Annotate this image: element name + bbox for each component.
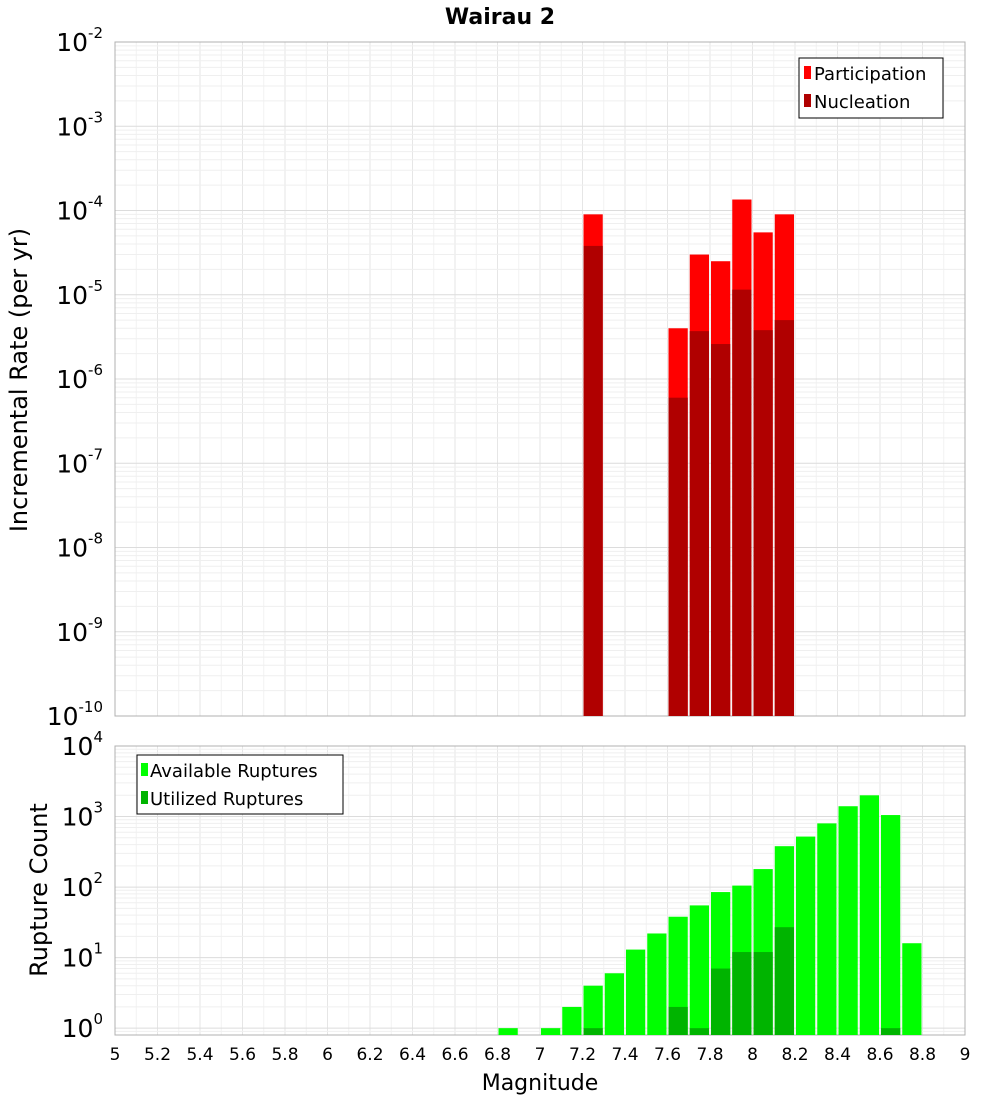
top-bar-s1 bbox=[774, 320, 794, 716]
x-tick-label: 8.2 bbox=[781, 1045, 808, 1065]
bottom-bar-s1 bbox=[583, 1028, 603, 1035]
x-tick-label: 6.2 bbox=[356, 1045, 383, 1065]
bottom-bar-s0 bbox=[562, 1006, 582, 1035]
top-y-axis-label: Incremental Rate (per yr) bbox=[5, 228, 33, 532]
x-tick-label: 7.2 bbox=[569, 1045, 596, 1065]
bottom-y-axis-label: Rupture Count bbox=[25, 803, 53, 977]
chart-title: Wairau 2 bbox=[445, 5, 555, 30]
top-bar-s1 bbox=[711, 344, 731, 716]
top-y-tick-label: 10-7 bbox=[56, 445, 103, 478]
x-tick-label: 8.8 bbox=[909, 1045, 936, 1065]
x-tick-label: 7.6 bbox=[654, 1045, 681, 1065]
x-tick-label: 5.2 bbox=[144, 1045, 171, 1065]
top-y-tick-label: 10-9 bbox=[56, 614, 103, 647]
legend-label-utilized: Utilized Ruptures bbox=[150, 789, 303, 810]
bottom-bar-s0 bbox=[881, 815, 901, 1035]
x-tick-label: 6.6 bbox=[441, 1045, 468, 1065]
x-tick-label: 7.8 bbox=[696, 1045, 723, 1065]
bottom-bar-s1 bbox=[732, 952, 752, 1035]
x-tick-labels: 5 5.2 5.4 5.6 5.8 6 6.2 6.4 6.6 6.8 7 7.2 7.4 7.6 7.8 8… bbox=[110, 1045, 971, 1065]
legend-swatch-available bbox=[141, 763, 148, 776]
bottom-bar-s1 bbox=[711, 968, 731, 1035]
x-tick-label: 6.8 bbox=[484, 1045, 511, 1065]
x-tick-label: 8.4 bbox=[824, 1045, 851, 1065]
bottom-y-tick-label: 103 bbox=[62, 799, 103, 832]
x-tick-label: 8.6 bbox=[866, 1045, 893, 1065]
top-legend-box bbox=[798, 57, 944, 119]
bottom-bar-s0 bbox=[689, 905, 709, 1035]
bottom-bar-s0 bbox=[668, 916, 688, 1035]
bottom-bar-s1 bbox=[668, 1006, 688, 1035]
bottom-y-tick-label: 100 bbox=[62, 1010, 103, 1043]
bottom-bar-s0 bbox=[838, 806, 858, 1035]
bottom-bar-s0 bbox=[498, 1028, 518, 1035]
bottom-y-tick-label: 102 bbox=[62, 869, 103, 902]
top-y-tick-label: 10-3 bbox=[56, 108, 103, 141]
x-tick-label: 9 bbox=[960, 1045, 971, 1065]
bottom-y-tick-label: 104 bbox=[62, 728, 103, 761]
bottom-bar-s1 bbox=[689, 1028, 709, 1035]
legend-label-available: Available Ruptures bbox=[150, 761, 318, 782]
bottom-bar-s0 bbox=[902, 943, 922, 1035]
x-tick-label: 6.4 bbox=[399, 1045, 426, 1065]
bottom-bar-s1 bbox=[774, 927, 794, 1035]
x-tick-label: 6 bbox=[322, 1045, 333, 1065]
bottom-bar-s0 bbox=[796, 836, 816, 1035]
legend-swatch-nucleation bbox=[804, 94, 811, 107]
bottom-bar-s0 bbox=[817, 823, 837, 1035]
bottom-plot-area bbox=[114, 745, 966, 1036]
legend-swatch-participation bbox=[804, 66, 811, 79]
bottom-bar-s0 bbox=[647, 933, 667, 1035]
x-tick-label: 8 bbox=[747, 1045, 758, 1065]
bottom-legend: Available Ruptures Utilized Ruptures bbox=[136, 754, 344, 815]
bottom-bar-s1 bbox=[753, 952, 773, 1035]
bottom-legend-box bbox=[136, 754, 344, 815]
legend-label-nucleation: Nucleation bbox=[814, 92, 910, 113]
x-tick-label: 5.4 bbox=[186, 1045, 213, 1065]
bottom-bar-s1 bbox=[881, 1028, 901, 1035]
top-y-tick-label: 10-5 bbox=[56, 277, 103, 310]
x-tick-label: 5.6 bbox=[229, 1045, 256, 1065]
bottom-y-tick-labels: 100 101 102 103 104 bbox=[62, 728, 103, 1043]
top-y-tick-label: 10-4 bbox=[56, 193, 103, 226]
top-y-tick-label: 10-6 bbox=[56, 361, 103, 394]
x-tick-label: 7 bbox=[535, 1045, 546, 1065]
top-bar-s1 bbox=[583, 245, 603, 716]
top-legend: Participation Nucleation bbox=[798, 57, 944, 119]
bottom-y-tick-label: 101 bbox=[62, 940, 103, 973]
top-bar-s1 bbox=[668, 397, 688, 716]
bottom-bar-s0 bbox=[604, 973, 624, 1035]
bottom-panel-bars bbox=[498, 795, 922, 1035]
top-panel-grid bbox=[114, 41, 966, 717]
top-bar-s1 bbox=[689, 331, 709, 716]
x-tick-label: 5 bbox=[110, 1045, 121, 1065]
top-y-tick-label: 10-2 bbox=[56, 24, 103, 57]
top-bar-s1 bbox=[732, 289, 752, 716]
bottom-bar-s0 bbox=[541, 1028, 561, 1035]
legend-swatch-utilized bbox=[141, 791, 148, 804]
bottom-bar-s0 bbox=[626, 949, 646, 1035]
bottom-bar-s0 bbox=[859, 795, 879, 1035]
x-axis-label: Magnitude bbox=[482, 1071, 599, 1096]
top-y-tick-labels: 10-10 10-9 10-8 10-7 10-6 10-5 10-4 10-3 10-2 bbox=[47, 24, 103, 731]
top-plot-area bbox=[114, 41, 966, 717]
top-bar-s1 bbox=[753, 330, 773, 716]
top-panel-bars bbox=[583, 199, 794, 716]
x-tick-label: 5.8 bbox=[271, 1045, 298, 1065]
legend-label-participation: Participation bbox=[814, 64, 926, 85]
top-y-tick-label: 10-10 bbox=[47, 698, 103, 731]
x-tick-label: 7.4 bbox=[611, 1045, 638, 1065]
bottom-bar-s0 bbox=[583, 985, 603, 1035]
top-y-tick-label: 10-8 bbox=[56, 530, 103, 563]
